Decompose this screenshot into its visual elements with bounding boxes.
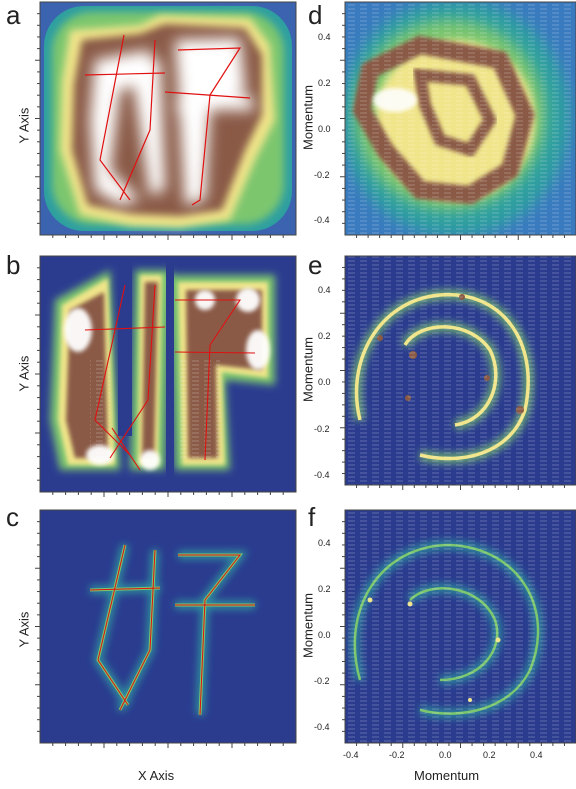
tick-label-f-y2: 0.0 [318, 630, 331, 640]
panel-c-trace [89, 544, 255, 716]
x-axis-label-right: Momentum [414, 768, 480, 783]
tick-label-d-y0: 0.4 [318, 32, 331, 42]
panel-a-plot [40, 2, 296, 235]
y-axis-label-f: Momentum [300, 592, 316, 659]
panel-label-a: a [6, 0, 21, 30]
tick-label-e-y2: 0.0 [318, 377, 331, 387]
panel-label-d: d [308, 0, 323, 30]
y-axis-label-d: Momentum [300, 84, 316, 151]
tick-label-f-y4: -0.4 [314, 722, 330, 732]
tick-label-d-y3: -0.2 [314, 170, 330, 180]
tick-label-e-y4: -0.4 [314, 470, 330, 480]
y-axis-label-a: Y Axis [16, 107, 32, 144]
panel-f-plot [345, 510, 576, 743]
tick-label-x3: 0.2 [483, 750, 496, 760]
tick-label-d-y4: -0.4 [314, 215, 330, 225]
tick-label-e-y1: 0.2 [318, 331, 331, 341]
panel-e-plot [345, 256, 576, 485]
y-axis-label-b: Y Axis [16, 355, 32, 392]
tick-label-x4: 0.4 [530, 750, 543, 760]
y-axis-label-c: Y Axis [16, 611, 32, 648]
tick-label-e-y3: -0.2 [314, 424, 330, 434]
tick-label-x2: 0.0 [439, 750, 452, 760]
panel-d-plot [345, 2, 576, 235]
tick-label-x0: -0.4 [343, 750, 359, 760]
panel-label-f: f [308, 502, 316, 532]
panel-a-trace [84, 34, 251, 206]
tick-label-d-y2: 0.0 [318, 124, 331, 134]
x-axis-label-left: X Axis [138, 768, 175, 783]
tick-label-f-y3: -0.2 [314, 676, 330, 686]
panel-label-e: e [308, 250, 323, 280]
y-axis-label-e: Momentum [300, 336, 316, 403]
panel-label-c: c [6, 502, 19, 532]
tick-label-x1: -0.2 [389, 750, 405, 760]
panel-b-trace [84, 284, 256, 471]
tick-label-f-y0: 0.4 [318, 538, 331, 548]
tick-label-f-y1: 0.2 [318, 584, 331, 594]
tick-label-d-y1: 0.2 [318, 78, 331, 88]
panel-c-plot [40, 510, 296, 743]
panel-label-b: b [6, 250, 21, 280]
panel-b-plot [40, 256, 296, 492]
tick-label-e-y0: 0.4 [318, 285, 331, 295]
